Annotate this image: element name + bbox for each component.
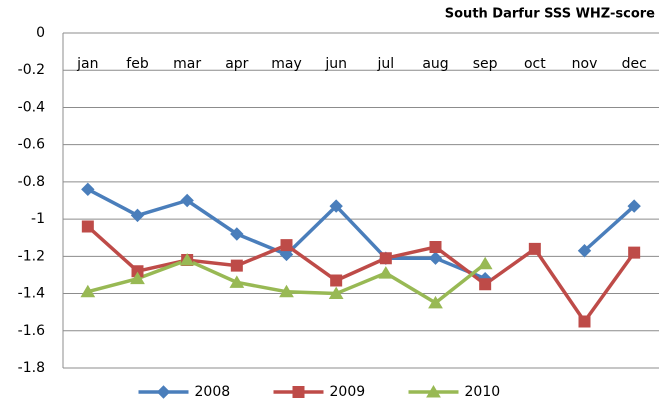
marker bbox=[279, 284, 294, 298]
marker bbox=[477, 256, 493, 270]
y-tick-label: -0.8 bbox=[18, 174, 45, 190]
y-tick-label: 0 bbox=[36, 25, 45, 41]
y-tick-label: -1.2 bbox=[18, 248, 45, 264]
marker bbox=[229, 275, 245, 288]
x-tick-label: feb bbox=[126, 56, 149, 72]
marker bbox=[627, 199, 641, 213]
y-tick-label: -1.8 bbox=[18, 360, 45, 376]
y-tick-label: -1.6 bbox=[18, 323, 45, 339]
marker bbox=[429, 241, 442, 254]
y-tick-label: -1 bbox=[31, 211, 45, 227]
marker bbox=[156, 385, 171, 399]
x-tick-label: oct bbox=[524, 56, 546, 72]
x-tick-label: jul bbox=[377, 56, 395, 72]
legend-label: 2010 bbox=[465, 384, 501, 400]
marker bbox=[428, 295, 443, 309]
x-tick-label: jan bbox=[76, 56, 98, 72]
x-tick-label: mar bbox=[173, 56, 201, 72]
marker bbox=[81, 220, 94, 233]
x-tick-label: jun bbox=[324, 56, 347, 72]
marker bbox=[292, 386, 305, 398]
legend-label: 2008 bbox=[195, 384, 231, 400]
x-tick-label: sep bbox=[473, 56, 498, 72]
legend-label: 2009 bbox=[330, 384, 366, 400]
y-tick-label: -0.2 bbox=[18, 62, 45, 78]
marker bbox=[180, 193, 194, 208]
y-tick-label: -1.4 bbox=[18, 286, 45, 302]
x-tick-label: dec bbox=[622, 56, 647, 72]
marker bbox=[130, 208, 145, 223]
x-tick-label: aug bbox=[422, 56, 448, 72]
marker bbox=[81, 182, 95, 197]
chart-title: South Darfur SSS WHZ-score bbox=[445, 7, 655, 22]
marker bbox=[280, 239, 293, 252]
marker bbox=[479, 278, 492, 291]
marker bbox=[130, 271, 145, 285]
marker bbox=[378, 266, 394, 279]
y-tick-label: -0.6 bbox=[18, 137, 45, 153]
marker bbox=[577, 244, 592, 258]
marker bbox=[80, 284, 96, 298]
marker bbox=[330, 274, 343, 287]
marker bbox=[578, 315, 591, 328]
marker bbox=[230, 227, 244, 241]
marker bbox=[628, 246, 641, 259]
x-tick-label: nov bbox=[572, 56, 598, 72]
marker bbox=[230, 259, 243, 272]
marker bbox=[328, 286, 344, 300]
marker bbox=[279, 247, 294, 262]
marker bbox=[131, 265, 144, 278]
marker bbox=[428, 251, 443, 265]
x-tick-label: apr bbox=[225, 56, 248, 72]
marker bbox=[528, 242, 541, 255]
y-tick-label: -0.4 bbox=[18, 99, 45, 115]
marker bbox=[329, 199, 343, 213]
marker bbox=[179, 253, 195, 266]
x-tick-label: may bbox=[271, 56, 302, 72]
marker bbox=[379, 252, 392, 265]
marker bbox=[426, 385, 441, 398]
